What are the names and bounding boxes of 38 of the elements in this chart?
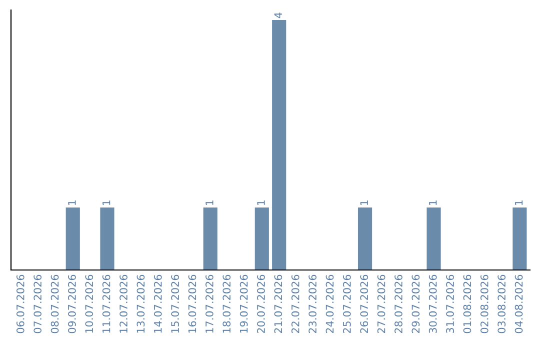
- x-tick-label: 12.07.2026: [120, 274, 128, 333]
- x-tick-label: 10.07.2026: [85, 274, 94, 333]
- x-tick-label: 07.07.2026: [34, 274, 42, 334]
- data-label: 1: [102, 200, 110, 205]
- x-tick-label: 25.07.2026: [342, 274, 351, 334]
- x-tick-label: 04.08.2026: [514, 274, 523, 334]
- x-tick-label: 17.07.2026: [205, 274, 214, 333]
- x-tick-label: 01.08.2026: [463, 274, 472, 334]
- data-label: 1: [206, 200, 214, 205]
- x-tick-label: 26.07.2026: [360, 274, 368, 334]
- data-label: 1: [429, 200, 437, 205]
- x-tick-label: 16.07.2026: [188, 274, 196, 333]
- x-tick-label: 14.07.2026: [154, 274, 162, 333]
- x-tick-label: 06.07.2026: [16, 274, 24, 334]
- x-tick-label: 28.07.2026: [394, 274, 402, 334]
- x-tick-label: 19.07.2026: [240, 274, 248, 333]
- x-tick-label: 23.07.2026: [308, 274, 316, 334]
- data-label: 1: [514, 200, 523, 205]
- x-tick-label: 11.07.2026: [102, 274, 110, 333]
- x-tick-label: 08.07.2026: [50, 274, 59, 334]
- x-tick-label: 30.07.2026: [428, 274, 437, 334]
- x-tick-label: 21.07.2026: [274, 274, 282, 334]
- x-tick-label: 24.07.2026: [326, 274, 334, 334]
- x-tick-label: 27.07.2026: [377, 274, 386, 334]
- x-tick-label: 29.07.2026: [412, 274, 420, 334]
- x-tick-label: 18.07.2026: [222, 274, 231, 333]
- x-tick-label: 03.08.2026: [498, 274, 506, 334]
- x-tick-label: 09.07.2026: [68, 274, 76, 334]
- x-tick-label: 20.07.2026: [257, 274, 265, 334]
- x-tick-label: 22.07.2026: [291, 274, 300, 334]
- data-label: 1: [68, 200, 76, 205]
- data-label: 1: [360, 200, 368, 205]
- data-label: 4: [274, 12, 282, 18]
- x-tick-label: 15.07.2026: [171, 274, 180, 333]
- x-tick-label: 31.07.2026: [446, 274, 454, 334]
- x-tick-label: 02.08.2026: [480, 274, 488, 334]
- x-tick-label: 13.07.2026: [136, 274, 145, 333]
- data-label: 1: [257, 200, 265, 205]
